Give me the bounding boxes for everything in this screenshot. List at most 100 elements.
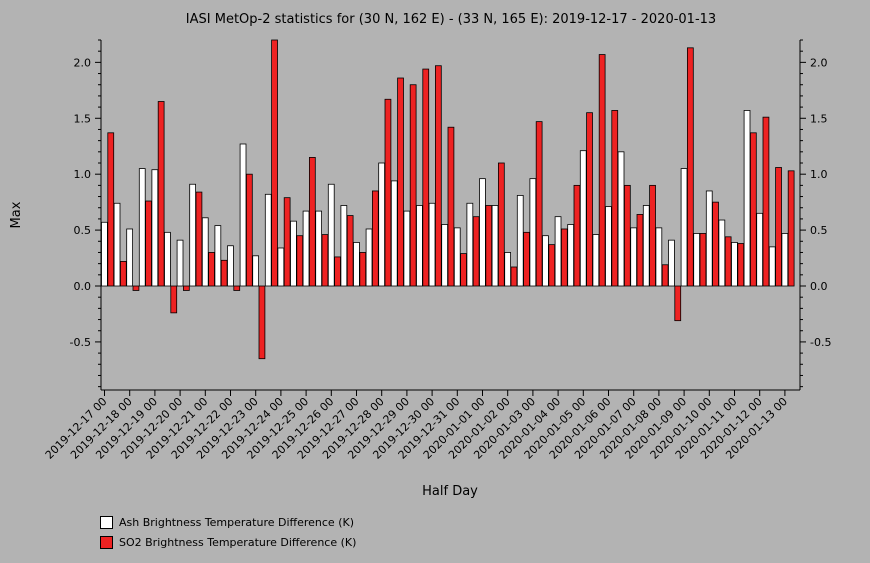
bars-group [101,39,795,360]
bar-ash-11 [239,143,247,287]
legend-label-so2: SO2 Brightness Temperature Difference (K… [119,535,357,549]
bar-so2-18 [334,256,341,287]
bar-ash-12 [252,255,259,287]
bar-ash-16 [302,210,310,287]
bar-ash-26 [428,202,436,287]
y-tick-label-right: 1.0 [810,168,828,181]
bar-so2-47 [699,233,707,287]
bar-so2-38 [586,112,593,287]
bar-so2-6 [182,285,190,291]
bar-so2-7 [195,191,203,287]
bar-ash-18 [327,183,335,287]
bar-ash-45 [668,239,675,287]
bar-so2-45 [674,285,682,322]
bar-ash-27 [441,224,449,287]
bar-ash-21 [365,228,373,287]
bar-so2-0 [107,132,115,287]
bar-so2-27 [447,126,455,287]
bar-ash-32 [504,252,512,287]
bar-so2-37 [573,184,581,287]
bar-so2-50 [737,243,745,287]
bar-ash-25 [416,205,423,287]
bar-so2-49 [724,236,732,287]
bar-ash-47 [693,233,701,287]
bar-so2-20 [359,252,367,287]
bar-so2-52 [762,116,770,287]
bar-so2-32 [510,266,518,287]
bar-ash-10 [227,245,234,287]
bar-ash-1 [113,202,121,287]
bar-so2-28 [460,253,467,287]
bar-ash-13 [264,193,272,287]
bar-ash-3 [138,168,146,287]
bar-so2-17 [321,234,329,287]
bar-ash-44 [655,227,663,287]
bar-ash-46 [680,168,688,287]
bar-ash-51 [743,110,751,287]
bar-so2-53 [775,167,782,287]
bar-ash-20 [353,241,360,287]
bar-so2-46 [687,47,694,287]
bar-ash-35 [542,235,549,287]
bar-so2-42 [636,214,644,287]
bar-so2-14 [283,197,291,287]
bar-ash-40 [605,206,612,287]
y-tick-label-right: 0.0 [810,280,828,293]
bar-so2-13 [271,39,278,287]
legend-swatch-ash [100,515,113,529]
bar-ash-29 [466,202,474,287]
bar-ash-17 [315,210,323,287]
legend-swatch-so2 [100,535,113,549]
bar-ash-14 [277,247,285,287]
bar-ash-33 [516,195,524,287]
bar-ash-48 [705,190,713,287]
bar-ash-30 [479,178,486,287]
bar-so2-2 [132,285,140,291]
bar-so2-21 [371,190,379,287]
bar-ash-42 [630,227,638,287]
y-tick-label-right: 0.5 [810,224,828,237]
y-tick-label-left: 1.5 [74,112,92,125]
bar-so2-24 [409,84,417,287]
bar-ash-23 [390,180,398,287]
bar-so2-33 [523,231,530,287]
bar-ash-0 [101,221,108,287]
bar-so2-8 [208,252,215,287]
bar-ash-6 [176,239,184,287]
bar-ash-38 [579,150,587,287]
bar-ash-7 [189,183,196,287]
y-tick-label-right: 2.0 [810,56,828,69]
bar-ash-53 [768,246,776,287]
bar-so2-31 [497,162,505,287]
bar-so2-39 [598,54,606,287]
bar-so2-36 [561,228,568,287]
bar-ash-31 [491,205,499,287]
y-tick-label-left: 0.0 [74,280,92,293]
y-tick-label-right: 1.5 [810,112,828,125]
bar-so2-48 [712,201,719,287]
bar-so2-16 [308,157,316,287]
bar-ash-39 [592,234,600,287]
bar-so2-44 [661,264,669,287]
bar-so2-11 [245,173,253,287]
bar-so2-4 [157,101,165,287]
bar-so2-43 [649,184,656,287]
bar-so2-9 [220,259,228,287]
y-tick-label-left: -0.5 [70,336,91,349]
bar-so2-29 [472,216,480,287]
bar-so2-19 [346,215,354,287]
bar-ash-43 [642,205,650,287]
bar-so2-5 [170,285,178,314]
bar-ash-5 [164,231,171,287]
legend: Ash Brightness Temperature Difference (K… [100,512,356,552]
bar-so2-15 [296,235,304,287]
legend-item-so2: SO2 Brightness Temperature Difference (K… [100,532,356,552]
y-tick-label-left: 1.0 [74,168,92,181]
axes-group: -0.5 -0.5 0.0 0.0 0.5 0.5 1.0 1.0 1.5 1.5 2.0 2.0 [70,39,831,396]
bar-so2-51 [750,132,757,287]
bar-ash-49 [718,219,726,287]
bar-ash-37 [567,224,575,287]
x-axis-label: Half Day [422,484,478,499]
